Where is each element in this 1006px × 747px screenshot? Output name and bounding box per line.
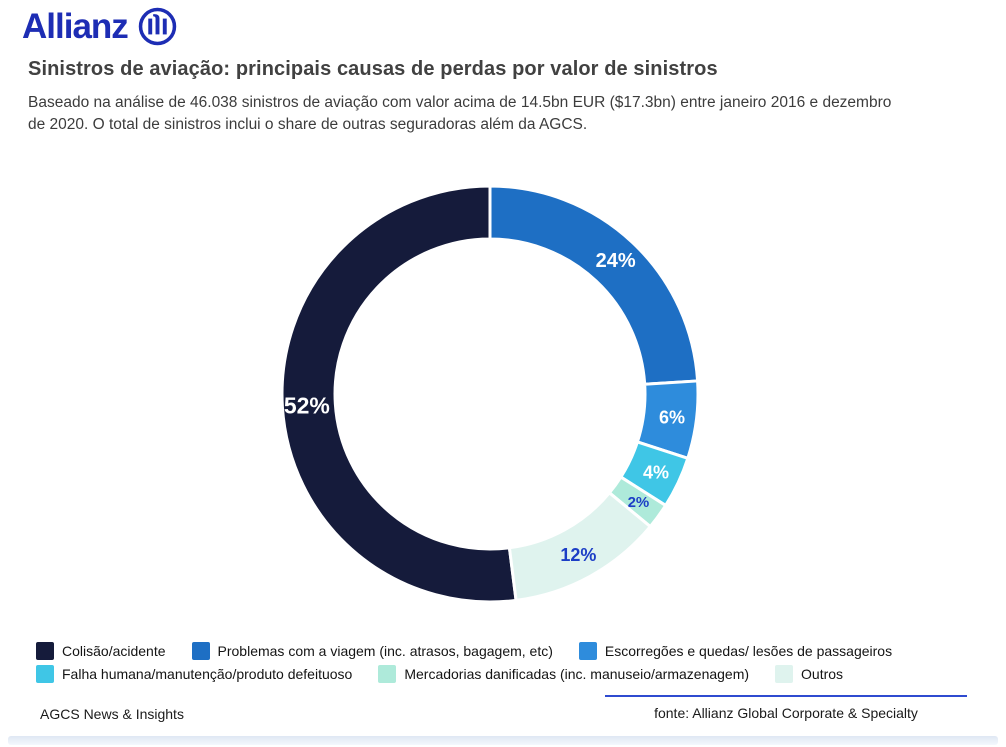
- legend-item-0: Colisão/acidente: [36, 642, 166, 660]
- legend-swatch-icon: [775, 665, 794, 683]
- legend-swatch-icon: [36, 665, 54, 683]
- segment-pct-label-4: 2%: [628, 494, 650, 511]
- donut-segment-5: [507, 491, 652, 602]
- source-text: fonte: Allianz Global Corporate & Specia…: [654, 705, 918, 721]
- donut-segment-1: [488, 184, 700, 386]
- legend-item-5: Outros: [775, 665, 843, 683]
- page-subtitle-line1: Baseado na análise de 46.038 sinistros d…: [28, 94, 892, 111]
- legend-swatch-icon: [36, 642, 54, 660]
- legend-label: Escorregões e quedas/ lesões de passagei…: [604, 643, 893, 659]
- page-subtitle: Baseado na análise de 46.038 sinistros d…: [28, 92, 891, 137]
- legend-item-4: Mercadorias danificadas (inc. manuseio/a…: [378, 665, 749, 683]
- chart-legend: Colisão/acidente Problemas com a viagem (…: [36, 642, 976, 688]
- legend-label: Falha humana/manutenção/produto defeituo…: [62, 666, 353, 682]
- segment-pct-label-1: 24%: [596, 250, 636, 272]
- allianz-logo: Allianz: [22, 6, 178, 47]
- legend-swatch-icon: [578, 642, 597, 660]
- source-rule: [605, 695, 967, 697]
- legend-label: Outros: [801, 666, 844, 682]
- page-subtitle-line2: de 2020. O total de sinistros inclui o s…: [28, 116, 588, 134]
- donut-segment-0: [280, 184, 518, 604]
- segment-pct-label-5: 12%: [560, 545, 596, 565]
- allianz-eagle-circle-icon: [138, 7, 177, 46]
- legend-item-3: Falha humana/manutenção/produto defeituo…: [36, 665, 352, 683]
- donut-chart-area: 52% 24% 6% 4% 2% 12%: [270, 174, 710, 614]
- legend-label: Problemas com a viagem (inc. atrasos, ba…: [217, 643, 553, 659]
- allianz-wordmark: Allianz: [22, 7, 129, 46]
- legend-label: Mercadorias danificadas (inc. manuseio/a…: [404, 666, 750, 682]
- legend-label: Colisão/acidente: [62, 643, 166, 659]
- segment-pct-label-0: 52%: [284, 393, 330, 419]
- legend-row-1: Colisão/acidente Problemas com a viagem (…: [36, 642, 976, 660]
- segment-pct-label-3: 4%: [643, 462, 669, 482]
- legend-item-2: Escorregões e quedas/ lesões de passagei…: [578, 642, 893, 660]
- page-title: Sinistros de aviação: principais causas …: [28, 58, 718, 80]
- legend-row-2: Falha humana/manutenção/produto defeituo…: [36, 665, 976, 683]
- legend-item-1: Problemas com a viagem (inc. atrasos, ba…: [191, 642, 553, 660]
- legend-swatch-icon: [191, 642, 210, 660]
- legend-swatch-icon: [378, 665, 397, 683]
- segment-pct-label-2: 6%: [659, 407, 685, 427]
- bottom-accent-bar: [8, 736, 998, 745]
- footer-source-block: fonte: Allianz Global Corporate & Specia…: [605, 695, 967, 721]
- donut-chart: 52% 24% 6% 4% 2% 12%: [280, 184, 700, 604]
- footer-left-text: AGCS News & Insights: [40, 706, 184, 722]
